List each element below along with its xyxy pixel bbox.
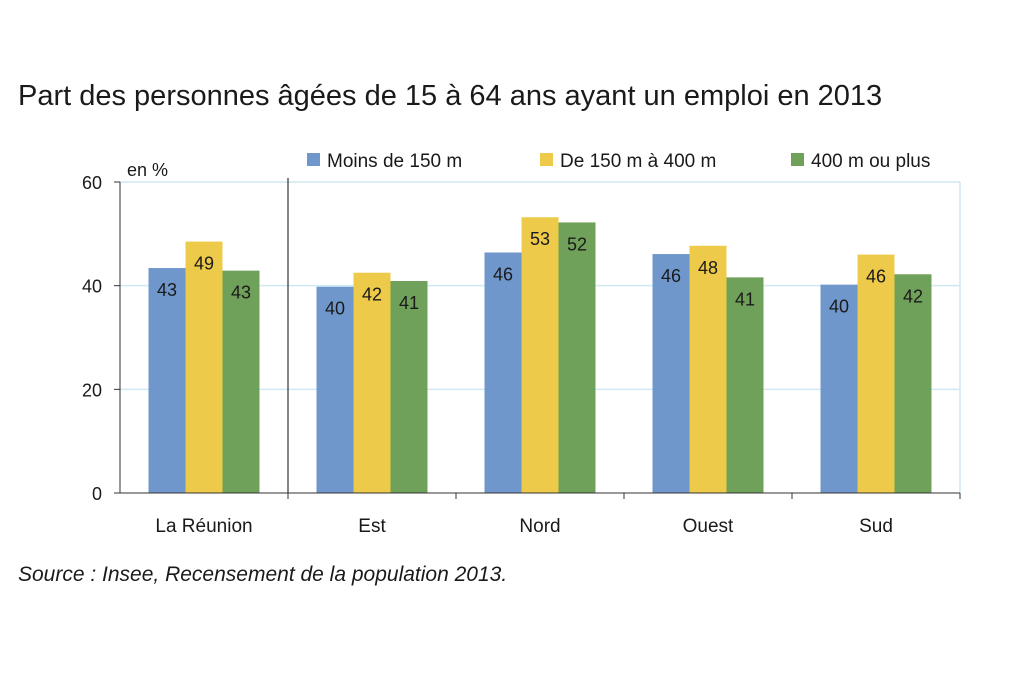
data-label: 42 <box>903 286 923 306</box>
bar <box>726 277 764 493</box>
y-tick-label: 60 <box>82 173 102 193</box>
legend-label: 400 m ou plus <box>811 151 930 172</box>
data-label: 41 <box>399 293 419 313</box>
data-label: 52 <box>567 234 587 254</box>
legend-swatch <box>791 153 804 166</box>
data-label: 46 <box>493 264 513 284</box>
y-tick-label: 40 <box>82 277 102 297</box>
bar <box>652 254 690 493</box>
bar <box>857 254 895 493</box>
legend-swatch <box>540 153 553 166</box>
x-tick-label: Nord <box>519 516 560 537</box>
data-label: 46 <box>661 266 681 286</box>
y-tick-label: 0 <box>92 484 102 504</box>
bars <box>148 217 932 493</box>
legend: Moins de 150 m De 150 m à 400 m 400 m ou p… <box>307 151 930 172</box>
data-label: 53 <box>530 229 550 249</box>
x-tick-label: La Réunion <box>155 516 252 537</box>
bar <box>689 245 727 493</box>
bar <box>353 272 391 493</box>
x-tick-label: Ouest <box>683 516 734 537</box>
bar <box>894 274 932 493</box>
axes: 0 20 40 60 en % La Réunion Est Nord Ouest Sud <box>82 160 961 537</box>
data-label: 46 <box>866 267 886 287</box>
source-note: Source : Insee, Recensement de la popula… <box>18 563 508 586</box>
y-axis-label: en % <box>127 160 168 180</box>
bar <box>148 268 186 493</box>
data-labels: 43 49 43 40 42 41 46 53 52 46 48 41 40 46 42 <box>157 229 923 318</box>
data-label: 43 <box>157 280 177 300</box>
chart-title: Part des personnes âgées de 15 à 64 ans … <box>18 80 883 112</box>
bar <box>521 217 559 493</box>
bar <box>558 222 596 493</box>
x-tick-label: Est <box>358 516 386 537</box>
legend-label: De 150 m à 400 m <box>560 151 716 172</box>
x-tick-label: Sud <box>859 516 893 537</box>
bar <box>390 281 428 493</box>
data-label: 40 <box>325 299 345 319</box>
data-label: 40 <box>829 297 849 317</box>
bar <box>316 286 354 493</box>
bar <box>484 252 522 493</box>
legend-swatch <box>307 153 320 166</box>
data-label: 43 <box>231 283 251 303</box>
bar <box>185 241 223 493</box>
data-label: 48 <box>698 258 718 278</box>
data-label: 41 <box>735 289 755 309</box>
bar <box>222 270 260 493</box>
data-label: 49 <box>194 254 214 274</box>
y-tick-label: 20 <box>82 380 102 400</box>
legend-label: Moins de 150 m <box>327 151 462 172</box>
bar <box>820 284 858 493</box>
data-label: 42 <box>362 285 382 305</box>
